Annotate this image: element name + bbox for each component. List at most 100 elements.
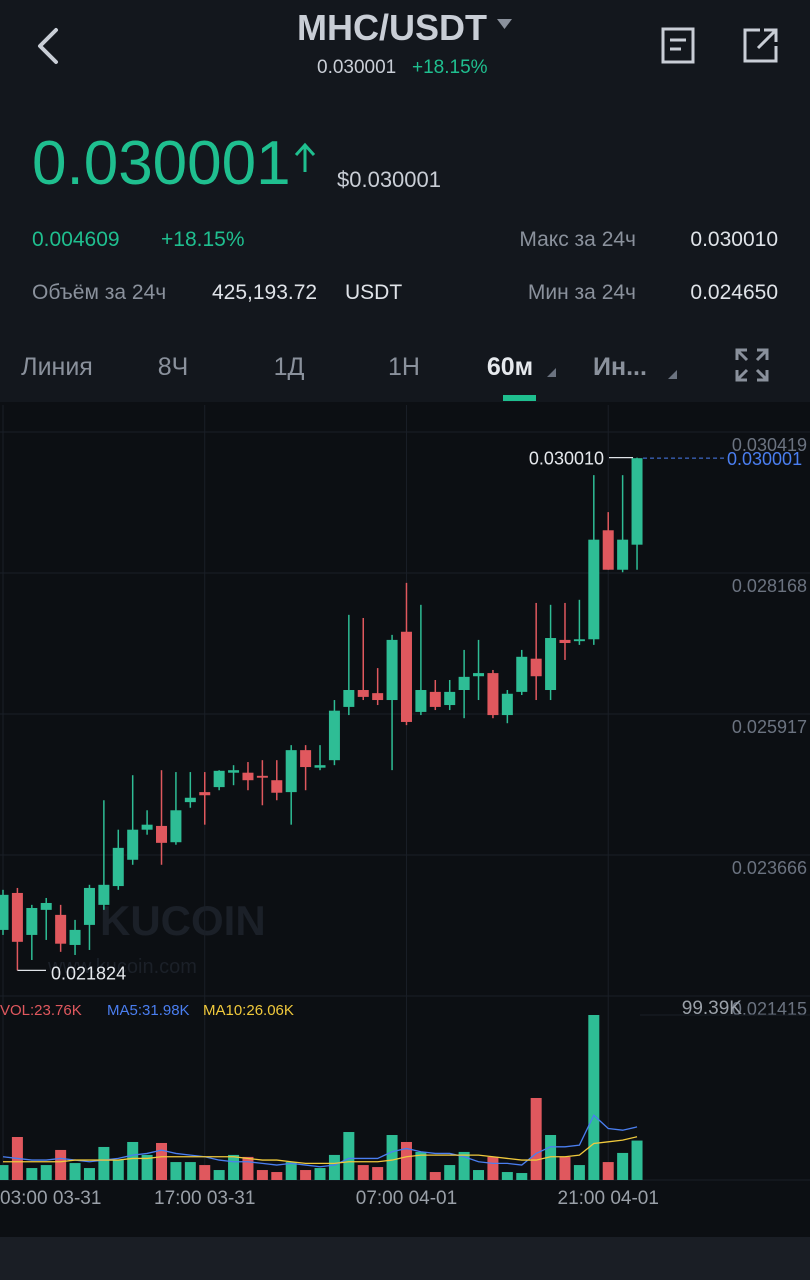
volume-bar [444,1165,456,1180]
volume-unit: USDT [345,281,402,304]
volume-bar [473,1170,485,1180]
volume-legend: VOL:23.76K [0,1002,82,1019]
tab[interactable]: 1Д [274,353,305,381]
x-tick-label: 07:00 04-01 [356,1188,457,1209]
candle-body [473,673,485,677]
candle-body [530,658,542,677]
volume-bar [127,1141,139,1180]
candle-body [271,780,283,793]
candle-body [0,894,9,930]
high-label: Макс за 24ч [519,228,636,251]
volume-bar [530,1097,542,1180]
last-price-label: 0.030001 [727,449,802,469]
volume-bar [328,1154,340,1180]
tab[interactable]: 1Н [388,353,420,381]
icon-arrow [756,28,778,50]
volume-bar [559,1156,571,1180]
tab-corner [668,370,677,379]
volume-bar [228,1154,240,1180]
x-tick-label: 21:00 04-01 [558,1188,659,1209]
share-icon[interactable] [743,28,778,63]
tab-indicator [503,395,536,401]
low-marker-label: 0.021824 [51,963,126,983]
volume-bar [141,1154,153,1180]
candle-body [559,639,571,644]
candle-body [300,750,312,768]
volume-bar [98,1146,110,1180]
tab-corner [547,368,556,377]
candle-body [69,929,81,945]
volume-bar [631,1140,643,1180]
header-change: +18.15% [412,57,488,78]
volume-bar [314,1168,326,1180]
high-value: 0.030010 [690,228,778,251]
header-price: 0.030001 [317,57,396,78]
candle-body [487,673,499,716]
watermark: KUCOIN [100,897,266,944]
volume-tick-label: 99.39K [682,998,743,1019]
volume-bar [285,1162,297,1180]
low-value: 0.024650 [690,281,778,304]
candle-body [199,792,211,796]
volume-bar [343,1132,355,1180]
back-button[interactable] [38,28,58,64]
volume-bar [69,1163,81,1180]
candle-body [228,770,240,773]
volume-legend: MA5:31.98K [107,1002,190,1019]
orderbook-icon[interactable] [661,27,695,64]
volume-bar [415,1151,427,1180]
volume-bar [199,1165,211,1180]
candle-body [415,690,427,712]
volume-bar [545,1135,557,1180]
volume-bar [242,1156,254,1180]
tab[interactable]: Линия [21,353,93,381]
pair-dropdown[interactable] [497,19,512,29]
candle-body [55,914,67,944]
y-tick-label: 0.025917 [732,717,807,737]
candle-body [213,770,225,788]
candle-body [156,825,168,843]
volume-label: Объём за 24ч [32,281,166,304]
volume-bar [26,1168,38,1180]
volume-bar [112,1160,124,1180]
volume-bar [83,1168,95,1180]
chart: KUCOIN www.kucoin.com 0.021415 0.023666 0.02… [0,405,810,1209]
candle-body [11,892,23,942]
volume-bar [156,1142,168,1180]
icon-lines [735,348,769,382]
candle-body [343,690,355,707]
volume-bar [588,1015,600,1180]
candle-body [328,710,340,761]
volume-bar [617,1152,629,1180]
candle-body [458,676,470,691]
icon-frame [661,27,695,64]
pair-title[interactable]: MHC/USDT [297,7,487,48]
volume-bar [55,1149,67,1180]
tab[interactable]: Ин... [593,353,647,381]
candle-body [141,824,153,830]
x-tick-label: 17:00 03-31 [154,1188,255,1209]
volume-bar [501,1172,513,1180]
candle-body [516,656,528,692]
candle-body [631,458,643,545]
candle-body [400,631,412,722]
candle-body [602,530,614,570]
candle-body [112,847,124,887]
volume-bar [573,1165,585,1180]
tab-active[interactable]: 60м [487,353,533,381]
volume-bar [40,1165,52,1180]
ma-line [3,1136,638,1165]
fullscreen-icon[interactable] [735,348,769,382]
abs-change: 0.004609 [32,228,120,251]
usd-price: $0.030001 [337,167,441,192]
y-tick-label: 0.030419 [732,435,807,455]
volume-bar [602,1162,614,1180]
volume-bar [0,1165,9,1180]
tab[interactable]: 8Ч [158,353,189,381]
candle-body [501,693,513,716]
pct-change: +18.15% [161,228,245,251]
candle-body [545,638,557,691]
last-price: 0.030001 [32,129,291,198]
candle-body [588,539,600,640]
